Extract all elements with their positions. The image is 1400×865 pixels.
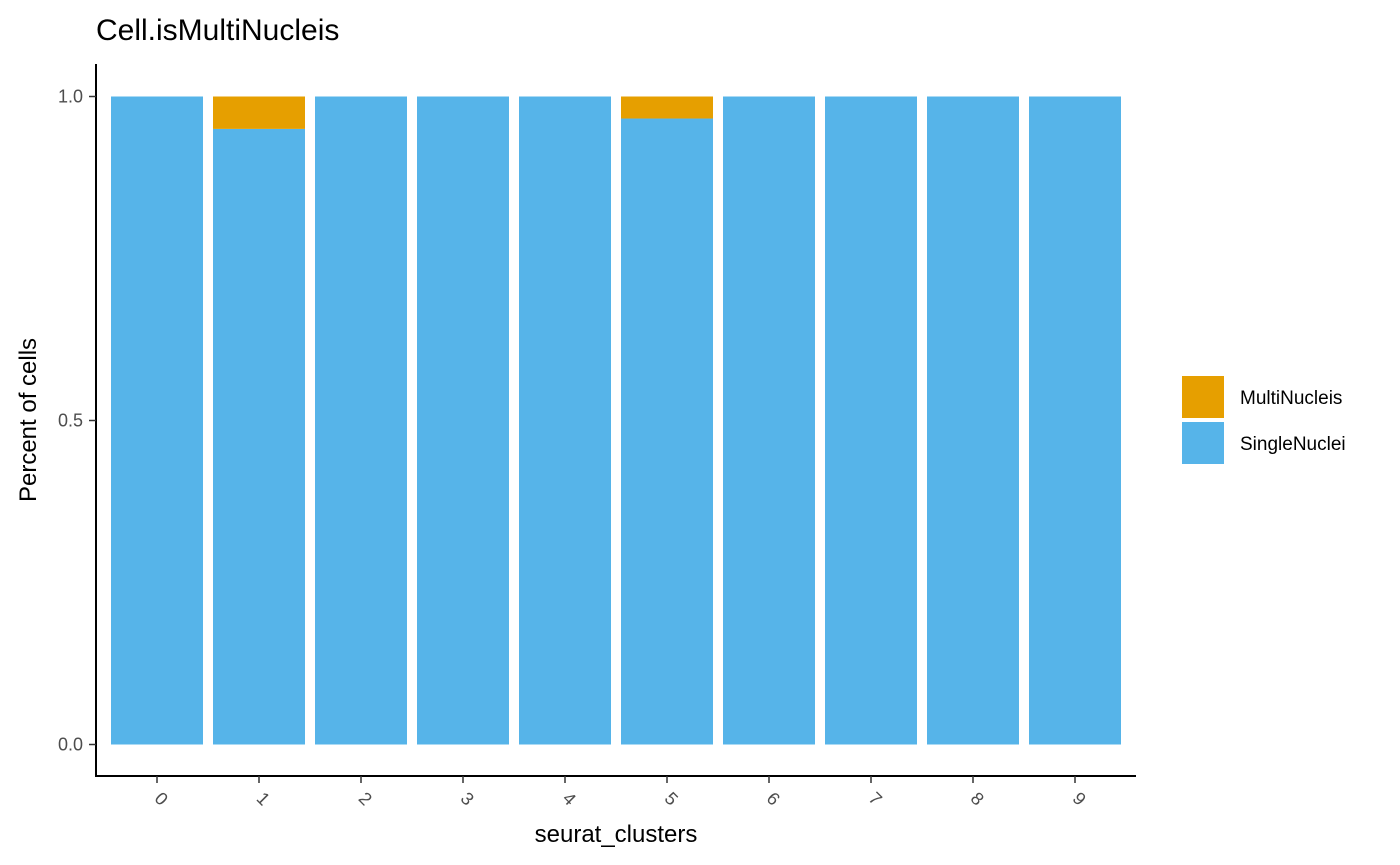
y-axis-title: Percent of cells [15,338,42,502]
bar-MultiNucleis-1 [213,96,305,129]
chart-title: Cell.isMultiNucleis [96,14,339,47]
y-tick-label: 0.5 [58,411,83,431]
bar-SingleNuclei-9 [1029,96,1121,745]
x-tick-label: 4 [559,788,580,809]
bar-SingleNuclei-8 [927,96,1019,745]
legend: MultiNucleis SingleNuclei [1182,376,1346,464]
bar-SingleNuclei-3 [417,96,509,745]
x-axis-title: seurat_clusters [535,821,698,848]
legend-label-SingleNuclei: SingleNuclei [1240,434,1346,455]
bar-SingleNuclei-5 [621,118,713,745]
x-tick-label: 0 [151,788,172,809]
bar-SingleNuclei-7 [825,96,917,745]
x-tick-label: 7 [865,788,886,809]
bars-group [111,96,1121,745]
x-tick-label: 6 [763,788,784,809]
x-ticks-group: 0 1 2 3 4 5 6 7 8 9 [151,776,1090,809]
x-tick-label: 3 [457,788,478,809]
legend-swatch-SingleNuclei [1182,422,1224,464]
bar-SingleNuclei-4 [519,96,611,745]
y-tick-label: 0.0 [58,735,83,755]
bar-SingleNuclei-0 [111,96,203,745]
x-tick-label: 2 [355,788,376,809]
bar-SingleNuclei-1 [213,128,305,745]
y-tick-label: 1.0 [58,87,83,107]
x-tick-label: 8 [967,788,988,809]
bar-MultiNucleis-5 [621,96,713,119]
legend-swatch-MultiNucleis [1182,376,1224,418]
x-tick-label: 5 [661,788,682,809]
x-tick-label: 9 [1069,788,1090,809]
y-ticks-group: 0.0 0.5 1.0 [58,87,96,755]
bar-SingleNuclei-2 [315,96,407,745]
bar-SingleNuclei-6 [723,96,815,745]
x-tick-label: 1 [253,788,274,809]
legend-label-MultiNucleis: MultiNucleis [1240,388,1342,409]
